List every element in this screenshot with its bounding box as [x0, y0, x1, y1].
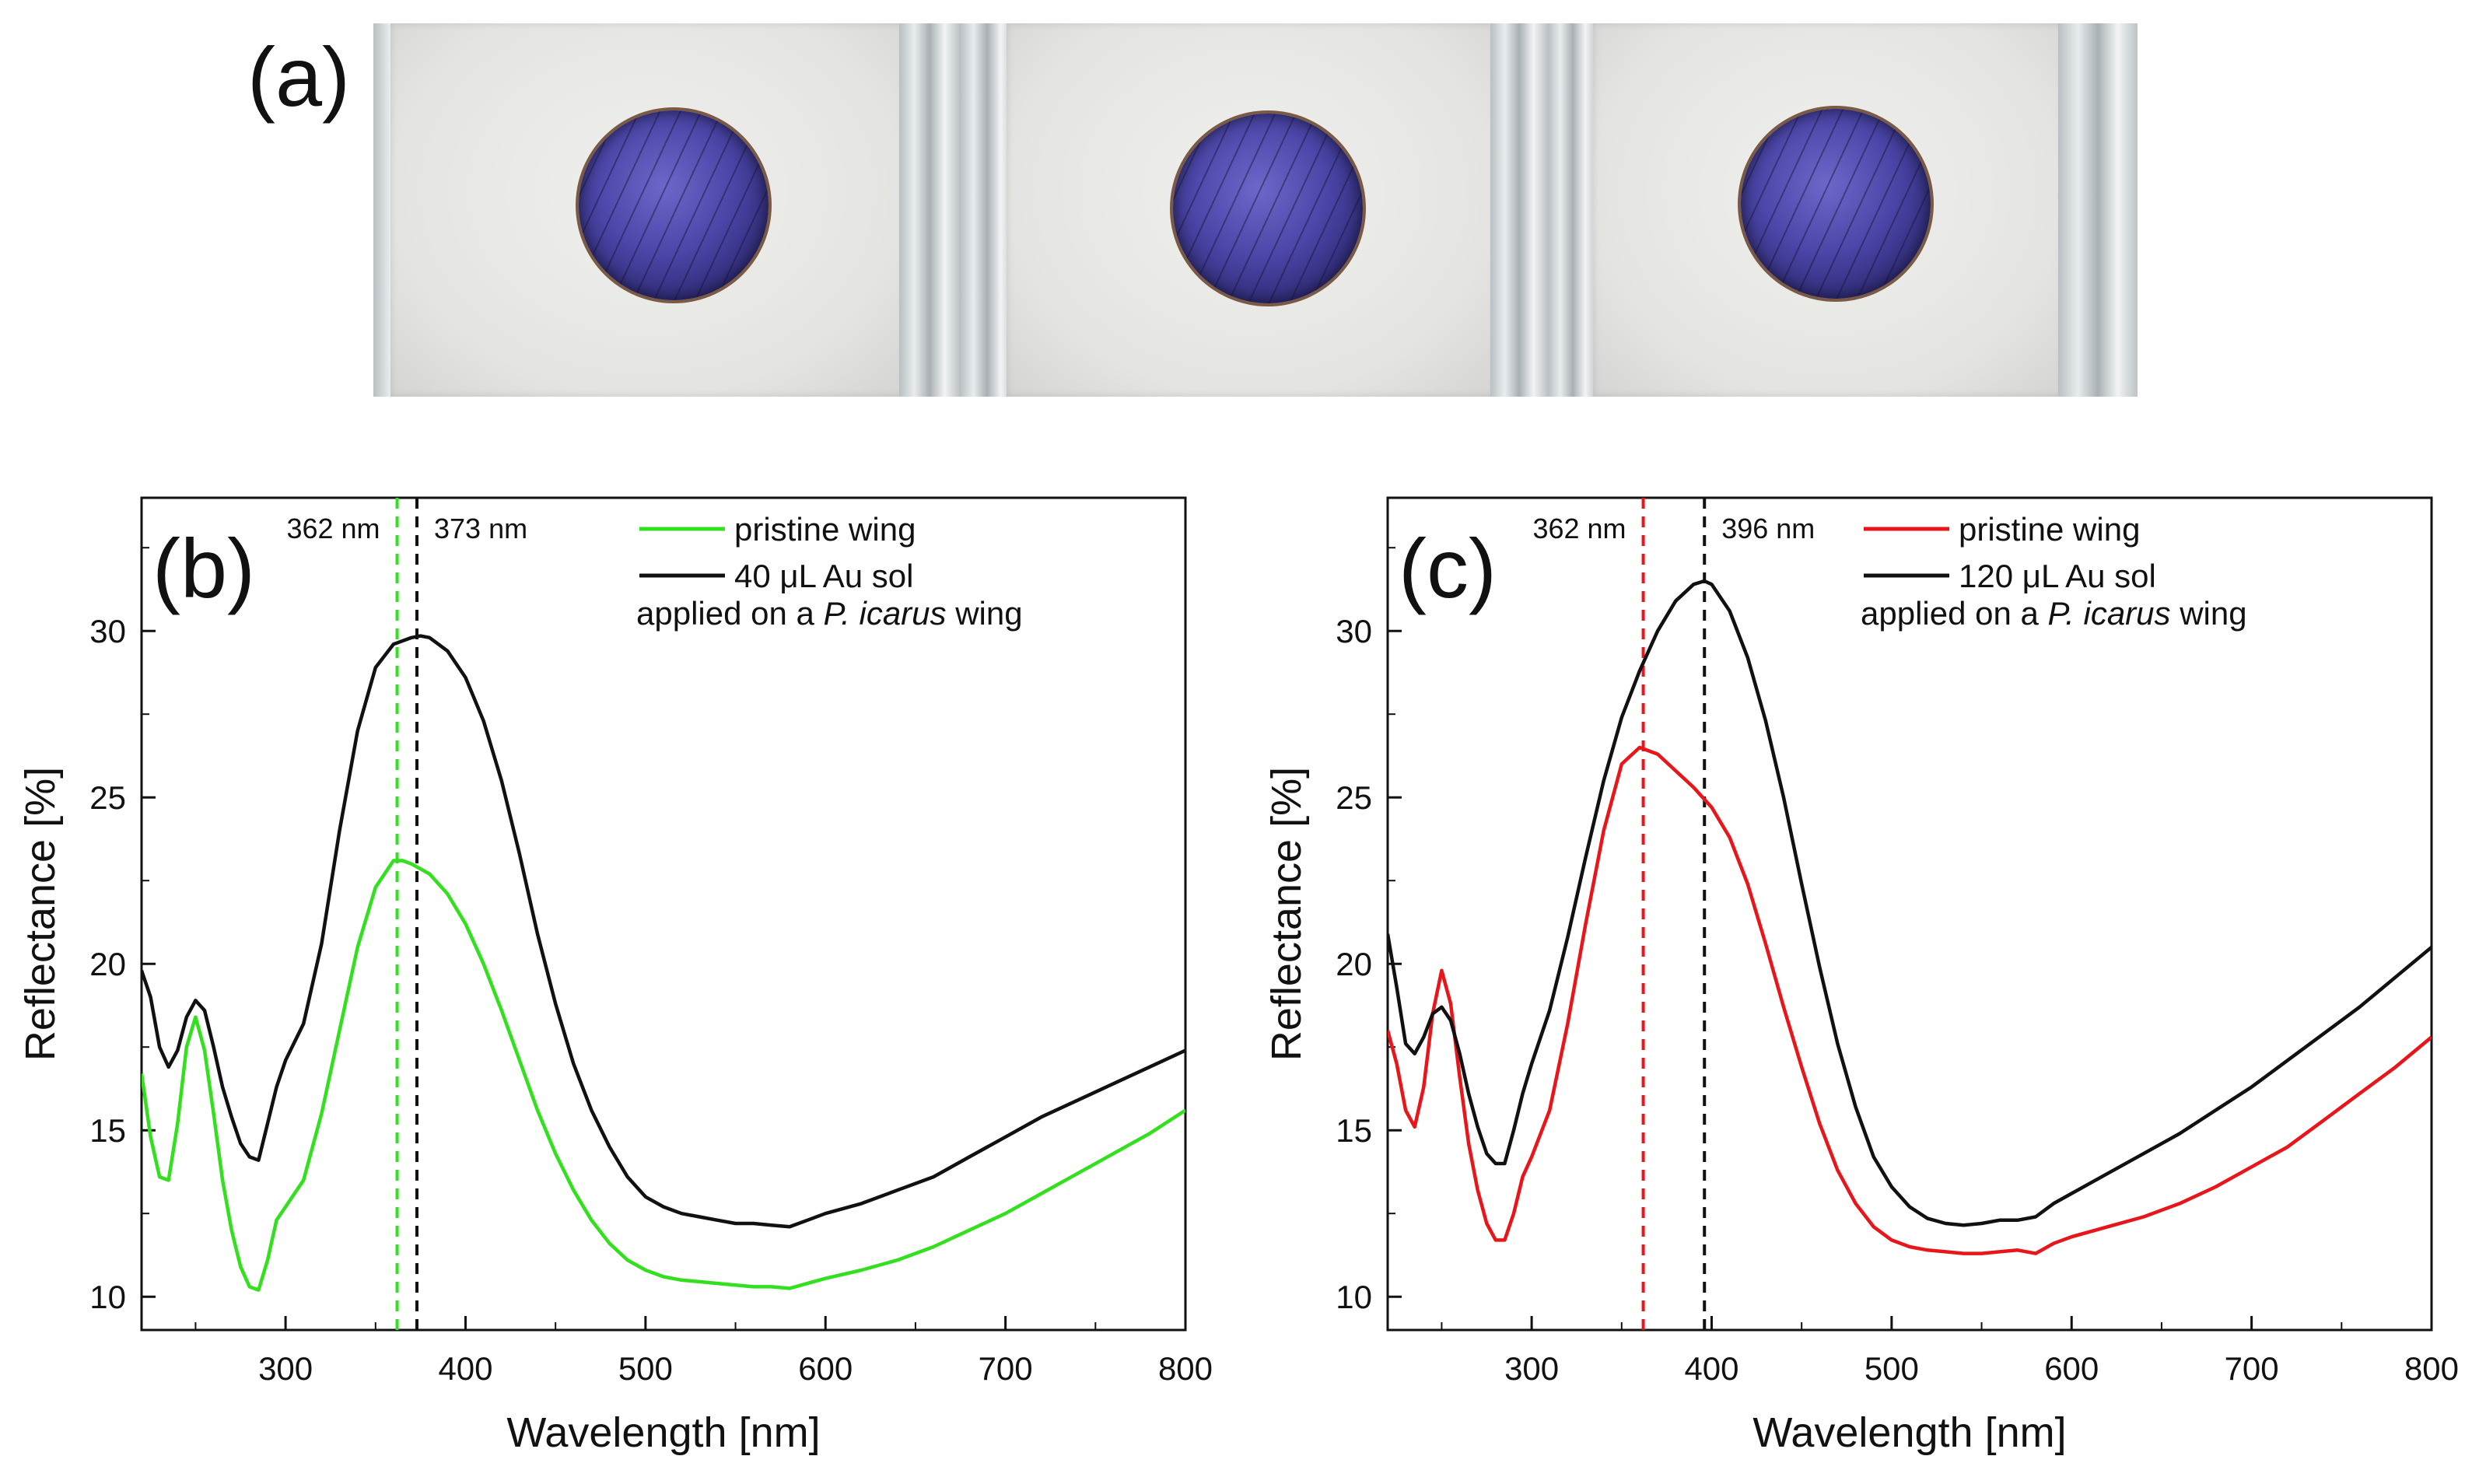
legend-note-suffix: wing: [2171, 595, 2247, 632]
peak-marker-label: 362 nm: [286, 513, 380, 544]
glass-slide-right: [1490, 23, 1548, 397]
y-tick-label: 30: [89, 613, 126, 649]
sample-slide-3: [1548, 23, 2138, 397]
y-axis-label: Reflectance [%]: [1263, 767, 1310, 1061]
glass-slide-right: [899, 23, 960, 397]
wing-sample-window: [579, 110, 769, 300]
series-group: [1388, 579, 2432, 1255]
x-tick-label: 600: [2044, 1350, 2099, 1387]
x-tick-label: 400: [1684, 1350, 1738, 1387]
x-tick-label: 700: [2225, 1350, 2279, 1387]
legend-label: pristine wing: [734, 511, 916, 548]
x-axis-label: Wavelength [nm]: [1752, 1409, 2066, 1456]
glass-slide-left: [960, 23, 1014, 397]
x-tick-label: 800: [1158, 1350, 1213, 1387]
chart-panel-c: 300 400 500 600 700 800 10 15 20 25 30 Wavelength […: [1263, 496, 2459, 1456]
y-tick-label: 25: [89, 779, 126, 816]
plot-frame: [140, 496, 1187, 1332]
y-tick-label: 15: [89, 1112, 126, 1149]
y-tick-label: 15: [1336, 1112, 1372, 1149]
peak-marker-label: 396 nm: [1721, 513, 1815, 544]
panel-label: (c): [1399, 521, 1497, 615]
x-tick-label: 300: [1504, 1350, 1559, 1387]
x-tick-label: 800: [2404, 1350, 2459, 1387]
legend-label: pristine wing: [1959, 511, 2140, 548]
legend-note-prefix: applied on a: [1861, 595, 2048, 632]
chart-panel-b: 300 400 500 600 700 800 10 15 20 25 30 Wavelength […: [17, 496, 1213, 1456]
wing-sample-window: [1741, 109, 1931, 299]
plot-frame: [1386, 496, 2433, 1332]
legend-note-species: P. icarus: [824, 595, 947, 632]
y-tick-label: 25: [1336, 779, 1372, 816]
y-tick-label: 20: [89, 946, 126, 982]
wing-sample-window: [1173, 114, 1363, 303]
panel-label: (b): [152, 521, 255, 615]
y-tick-label: 20: [1336, 946, 1372, 982]
series-line: [1388, 579, 2432, 1227]
series-line: [142, 634, 1185, 1229]
series-group: [142, 634, 1185, 1292]
y-axis-label: Reflectance [%]: [17, 767, 64, 1061]
legend-note-prefix: applied on a: [636, 595, 824, 632]
sample-slide-2: [960, 23, 1548, 397]
series-line: [142, 859, 1185, 1292]
y-tick-label: 10: [89, 1279, 126, 1315]
sample-slide-1: [373, 23, 960, 397]
legend-note-species: P. icarus: [2048, 595, 2171, 632]
peak-marker-label: 373 nm: [434, 513, 527, 544]
legend-note: applied on a P. icarus wing: [1861, 595, 2247, 632]
panel-a-label: (a): [247, 30, 350, 124]
legend-note-suffix: wing: [947, 595, 1023, 632]
x-tick-label: 500: [1865, 1350, 1919, 1387]
x-tick-label: 300: [258, 1350, 313, 1387]
x-tick-label: 600: [798, 1350, 853, 1387]
y-tick-label: 10: [1336, 1279, 1372, 1315]
x-axis-label: Wavelength [nm]: [506, 1409, 820, 1456]
glass-slide-left: [1548, 23, 1598, 397]
x-tick-label: 400: [438, 1350, 492, 1387]
series-line: [1388, 745, 2432, 1255]
y-tick-label: 30: [1336, 613, 1372, 649]
legend-label: 40 μL Au sol: [734, 558, 913, 594]
legend-label: 120 μL Au sol: [1959, 558, 2156, 594]
glass-slide-right: [2058, 23, 2138, 397]
photo-strip: [373, 23, 2138, 397]
legend-note: applied on a P. icarus wing: [636, 595, 1023, 632]
x-tick-label: 500: [618, 1350, 673, 1387]
peak-marker-label: 362 nm: [1532, 513, 1626, 544]
x-tick-label: 700: [979, 1350, 1033, 1387]
